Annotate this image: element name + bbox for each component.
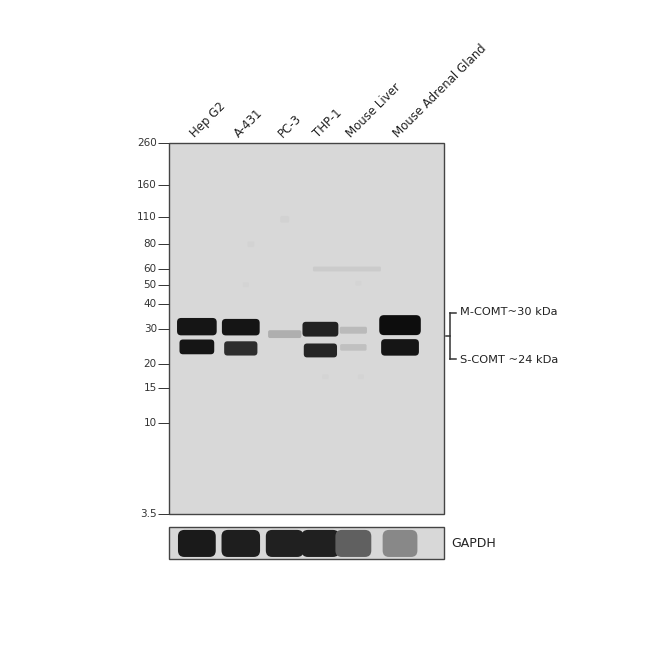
Text: Mouse Liver: Mouse Liver (344, 81, 404, 140)
FancyBboxPatch shape (340, 344, 367, 350)
Text: 40: 40 (144, 299, 157, 309)
FancyBboxPatch shape (266, 530, 304, 557)
Text: 60: 60 (144, 264, 157, 274)
Text: THP-1: THP-1 (311, 106, 345, 140)
Bar (170, 143, 444, 513)
FancyBboxPatch shape (340, 327, 367, 334)
Text: 10: 10 (144, 418, 157, 428)
Text: 20: 20 (144, 358, 157, 368)
FancyBboxPatch shape (358, 374, 364, 379)
Text: GAPDH: GAPDH (452, 537, 496, 550)
FancyBboxPatch shape (381, 339, 419, 356)
FancyBboxPatch shape (304, 343, 337, 358)
Text: 80: 80 (144, 239, 157, 249)
Text: Hep G2: Hep G2 (188, 100, 228, 140)
Text: 260: 260 (137, 138, 157, 148)
FancyBboxPatch shape (177, 318, 216, 335)
Text: M-COMT~30 kDa: M-COMT~30 kDa (460, 308, 558, 317)
FancyBboxPatch shape (383, 530, 417, 557)
FancyBboxPatch shape (335, 530, 371, 557)
FancyBboxPatch shape (222, 319, 260, 335)
FancyBboxPatch shape (224, 341, 257, 356)
Bar (170, 527, 444, 560)
FancyBboxPatch shape (280, 216, 289, 222)
Text: 30: 30 (144, 323, 157, 334)
FancyBboxPatch shape (222, 530, 260, 557)
Text: PC-3: PC-3 (276, 112, 304, 140)
FancyBboxPatch shape (379, 315, 421, 335)
FancyBboxPatch shape (356, 280, 361, 286)
FancyBboxPatch shape (268, 330, 302, 338)
FancyBboxPatch shape (302, 322, 339, 337)
Text: 110: 110 (137, 212, 157, 222)
Text: S-COMT ~24 kDa: S-COMT ~24 kDa (460, 355, 558, 365)
FancyBboxPatch shape (248, 242, 254, 247)
Text: A-431: A-431 (231, 107, 265, 140)
FancyBboxPatch shape (322, 374, 329, 379)
Text: 3.5: 3.5 (140, 509, 157, 519)
Text: 15: 15 (144, 383, 157, 393)
FancyBboxPatch shape (313, 267, 381, 271)
FancyBboxPatch shape (302, 530, 339, 557)
Text: 50: 50 (144, 280, 157, 290)
Text: Mouse Adrenal Gland: Mouse Adrenal Gland (391, 42, 489, 140)
FancyBboxPatch shape (179, 339, 214, 354)
FancyBboxPatch shape (178, 530, 216, 557)
FancyBboxPatch shape (243, 282, 249, 287)
Text: 160: 160 (137, 180, 157, 189)
